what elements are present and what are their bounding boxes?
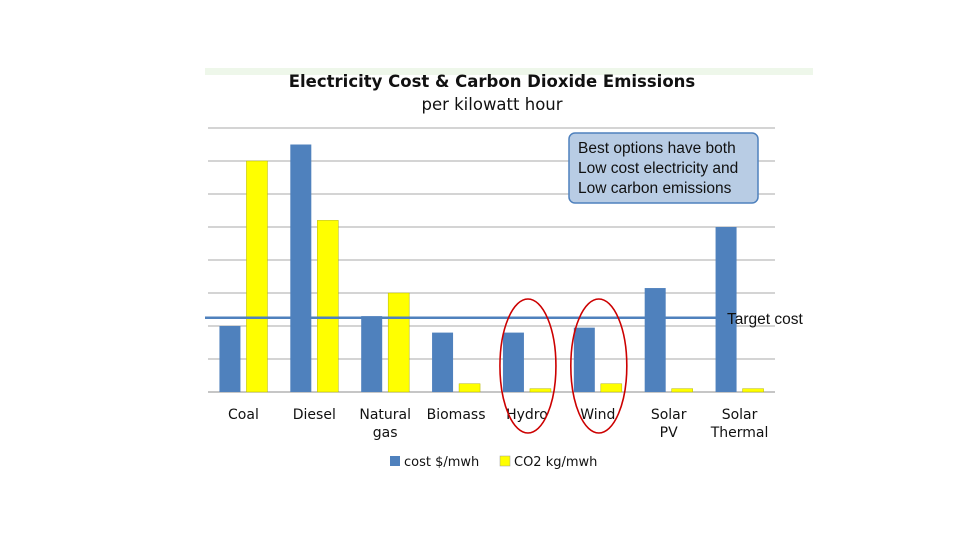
legend-swatch-co2 — [499, 455, 511, 467]
bars — [219, 144, 764, 393]
bar-co2-solar-pv — [671, 388, 693, 393]
callout-box: Best options have both Low cost electric… — [568, 132, 759, 204]
bar-co2-biomass — [458, 383, 481, 393]
bar-co2-hydro — [529, 388, 552, 393]
bar-cost-wind — [573, 327, 595, 392]
bar-cost-solar-thermal — [715, 227, 737, 392]
bar-co2-wind — [600, 383, 623, 393]
bar-cost-natural-gas — [361, 316, 383, 392]
tick-label-solar-thermal: Solar Thermal — [710, 407, 769, 441]
chart-subtitle: per kilowatt hour — [421, 95, 562, 114]
legend-label-cost: cost $/mwh — [404, 455, 479, 470]
bar-cost-coal — [219, 326, 241, 392]
header-band — [205, 68, 813, 75]
category-labels: Coal Diesel Natural gas Biomass Hydro Wind Sola… — [228, 407, 768, 441]
highlight-ellipse-wind — [570, 298, 628, 434]
tick-label-coal: Coal — [228, 407, 259, 423]
bar-co2-natural-gas — [387, 292, 410, 393]
highlight-ellipses — [499, 298, 628, 434]
bar-cost-biomass — [432, 332, 454, 392]
bar-co2-diesel — [317, 220, 339, 393]
tick-label-solar-pv: Solar PV — [651, 407, 687, 441]
callout-line-2: Low cost electricity and — [578, 160, 738, 177]
callout-line-3: Low carbon emissions — [578, 180, 732, 197]
highlight-ellipse-hydro — [499, 298, 557, 434]
bar-cost-diesel — [290, 144, 312, 392]
bar-co2-solar-thermal — [742, 388, 764, 393]
legend-swatch-cost — [390, 456, 400, 466]
callout-rect — [568, 132, 759, 204]
target-cost-label: Target cost — [727, 311, 804, 328]
callout-line-1: Best options have both — [578, 140, 736, 157]
tick-label-diesel: Diesel — [293, 407, 336, 423]
tick-label-biomass: Biomass — [427, 407, 486, 423]
tick-label-natural-gas: Natural gas — [359, 407, 411, 441]
bar-cost-hydro — [502, 332, 524, 392]
bar-co2-coal — [246, 160, 268, 393]
legend: cost $/mwh CO2 kg/mwh — [390, 455, 597, 470]
chart-title: Electricity Cost & Carbon Dioxide Emissi… — [289, 72, 696, 91]
bar-cost-solar-pv — [644, 288, 666, 392]
tick-label-hydro: Hydro — [506, 407, 548, 423]
legend-label-co2: CO2 kg/mwh — [514, 455, 597, 470]
tick-label-wind: Wind — [580, 407, 615, 423]
